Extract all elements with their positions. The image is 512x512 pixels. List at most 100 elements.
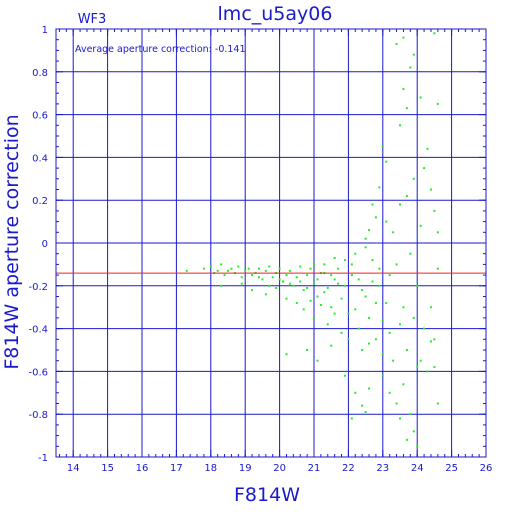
data-point — [361, 404, 364, 407]
data-point — [285, 297, 288, 300]
data-point — [343, 259, 346, 262]
data-point — [313, 282, 315, 285]
data-point — [364, 237, 367, 240]
data-point — [223, 274, 226, 277]
data-point — [292, 284, 295, 287]
y-tick-label: 0.8 — [32, 68, 48, 79]
data-points — [185, 32, 439, 448]
data-point — [306, 349, 309, 351]
data-point — [343, 374, 346, 377]
y-tick-label: -0.8 — [28, 410, 48, 421]
tick-marks — [56, 28, 487, 458]
data-point — [268, 265, 271, 268]
data-point — [405, 107, 408, 110]
data-point — [412, 430, 415, 433]
data-point — [271, 276, 274, 279]
chart-subtitle: WF3 — [78, 12, 107, 27]
data-point — [313, 316, 315, 319]
tick-labels: 14 15 16 17 18 19 20 21 22 23 24 25 26 -1 -0.8 -0.6 -0.4… — [28, 25, 492, 474]
data-point — [429, 306, 432, 309]
y-tick-label: 0.6 — [32, 111, 48, 122]
data-point — [333, 278, 336, 281]
data-point — [402, 87, 405, 90]
data-point — [185, 269, 188, 272]
data-point — [381, 353, 384, 356]
data-point — [309, 299, 312, 302]
data-point — [419, 224, 422, 227]
data-point — [395, 402, 398, 405]
data-point — [350, 417, 353, 420]
data-point — [392, 359, 395, 362]
data-point — [433, 366, 436, 369]
data-point — [333, 256, 336, 259]
data-point — [227, 269, 229, 272]
data-point — [378, 284, 381, 287]
data-point — [409, 252, 412, 255]
data-point — [409, 66, 412, 69]
data-point — [316, 295, 319, 298]
data-point — [264, 293, 267, 296]
data-point — [275, 286, 278, 289]
data-point — [436, 267, 439, 270]
data-point — [306, 286, 309, 289]
data-point — [299, 265, 302, 268]
data-point — [371, 259, 374, 262]
data-point — [323, 291, 326, 294]
data-point — [426, 147, 429, 150]
data-point — [364, 246, 367, 249]
x-tick-label: 22 — [342, 463, 355, 474]
data-point — [295, 276, 298, 279]
data-point — [288, 282, 291, 285]
data-point — [412, 316, 415, 319]
x-tick-label: 16 — [136, 463, 149, 474]
data-point — [302, 289, 305, 292]
data-point — [423, 327, 426, 330]
data-point — [295, 301, 298, 304]
x-axis-label: F814W — [234, 484, 300, 506]
data-point — [399, 323, 401, 326]
data-point — [285, 274, 288, 277]
data-point — [419, 96, 422, 99]
data-point — [385, 220, 388, 223]
chart-title: lmc_u5ay06 — [218, 3, 333, 25]
y-tick-label: -1 — [38, 453, 48, 464]
data-point — [374, 338, 377, 341]
data-point — [402, 36, 405, 39]
data-point — [323, 263, 326, 266]
data-point — [244, 269, 247, 272]
data-point — [388, 331, 391, 334]
data-point — [371, 203, 374, 206]
data-point — [261, 278, 264, 281]
x-tick-label: 15 — [101, 463, 114, 474]
data-point — [409, 413, 412, 416]
data-point — [209, 265, 212, 268]
data-point — [302, 308, 305, 311]
data-point — [429, 340, 432, 343]
data-point — [309, 267, 312, 270]
y-tick-label: 0 — [42, 239, 48, 250]
data-point — [402, 306, 405, 309]
data-point — [319, 304, 322, 307]
data-point — [368, 316, 371, 319]
data-point — [402, 383, 405, 386]
x-tick-label: 23 — [376, 463, 389, 474]
data-point — [419, 359, 422, 362]
y-tick-label: -0.6 — [28, 367, 48, 378]
data-point — [361, 349, 364, 351]
data-point — [237, 265, 240, 268]
data-point — [340, 331, 343, 334]
data-point — [368, 387, 371, 390]
data-point — [416, 445, 419, 448]
x-tick-label: 14 — [67, 463, 80, 474]
data-point — [202, 267, 205, 270]
data-point — [388, 274, 391, 277]
data-point — [374, 301, 377, 304]
data-point — [347, 338, 350, 341]
x-tick-label: 17 — [170, 463, 183, 474]
data-point — [429, 188, 432, 191]
data-point — [257, 276, 260, 279]
data-point — [330, 306, 333, 309]
data-point — [423, 167, 426, 170]
x-tick-label: 26 — [480, 463, 493, 474]
